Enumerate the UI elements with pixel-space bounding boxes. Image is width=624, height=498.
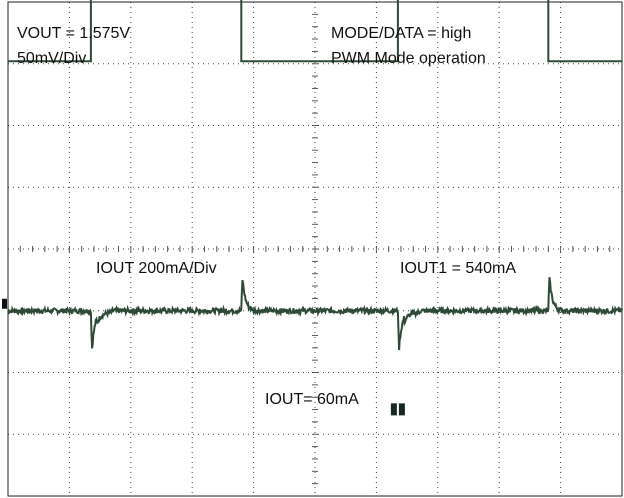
- iout1-label: IOUT1 = 540mA: [400, 260, 516, 277]
- operation-label: PWM Mode operation: [331, 50, 486, 67]
- traces: [7, 0, 623, 351]
- graticule: [7, 1, 623, 497]
- vout-label: VOUT = 1.575V: [17, 25, 130, 42]
- annotation-labels: VOUT = 1.575V 50mV/Div MODE/DATA = high …: [17, 25, 516, 408]
- mode-label: MODE/DATA = high: [331, 25, 471, 42]
- ch1-ground-marker: [2, 298, 7, 309]
- vout-trace: [7, 277, 623, 351]
- iout0-label: IOUT= 60mA: [265, 391, 359, 408]
- iout-scale-label: IOUT 200mA/Div: [96, 260, 217, 277]
- channel-markers: [2, 298, 405, 416]
- iout-trace: [8, 0, 622, 63]
- plot-frame: [7, 1, 623, 497]
- vout-scale-label: 50mV/Div: [17, 50, 86, 67]
